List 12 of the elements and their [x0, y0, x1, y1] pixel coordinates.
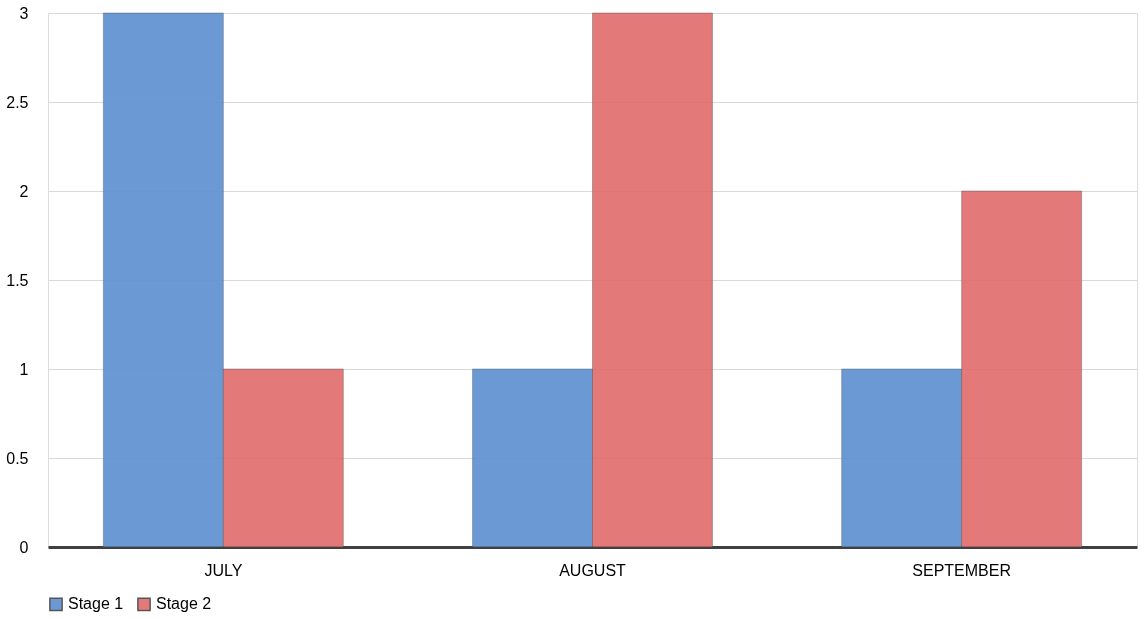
- y-tick-label: 1: [19, 360, 29, 378]
- x-tick-label: SEPTEMBER: [912, 561, 1011, 579]
- y-tick-label: 0.5: [6, 449, 29, 467]
- y-tick-label: 0: [19, 538, 29, 556]
- y-tick-label: 1.5: [6, 271, 29, 289]
- x-tick-label: JULY: [204, 561, 243, 579]
- y-tick-label: 2.5: [6, 93, 29, 111]
- y-tick-label: 2: [19, 182, 29, 200]
- x-tick-label: AUGUST: [559, 561, 627, 579]
- legend-label: Stage 1: [68, 595, 124, 613]
- legend-label: Stage 2: [156, 595, 212, 613]
- y-tick-label: 3: [19, 4, 29, 22]
